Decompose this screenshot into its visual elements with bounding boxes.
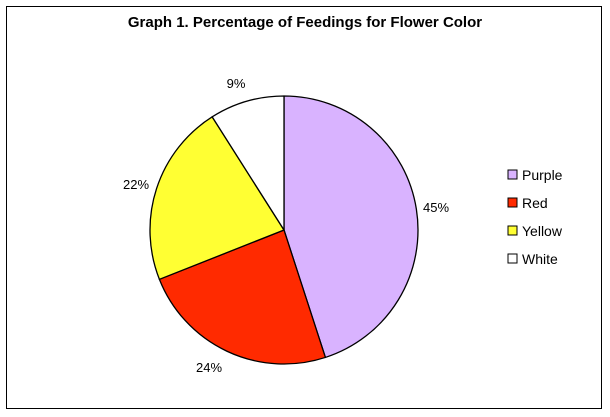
pie-data-labels: 45% 24% 22% 9% (123, 76, 449, 375)
data-label-red: 24% (196, 360, 222, 375)
data-label-white: 9% (227, 76, 246, 91)
legend-swatch-yellow (507, 225, 518, 236)
legend-label-purple: Purple (522, 167, 563, 183)
legend-swatch-white (507, 253, 518, 264)
legend-label-yellow: Yellow (522, 223, 563, 239)
legend: Purple Red Yellow White (507, 167, 563, 267)
legend-swatch-red (507, 197, 518, 208)
pie-slice-yellow (149, 116, 285, 280)
legend-label-red: Red (522, 195, 548, 211)
pie-slice-purple (283, 95, 419, 359)
pie-slice-white (211, 95, 285, 231)
data-label-yellow: 22% (123, 177, 149, 192)
pie-slices (149, 95, 419, 365)
legend-swatch-purple (507, 169, 518, 180)
chart-title: Graph 1. Percentage of Feedings for Flow… (128, 14, 482, 31)
data-label-purple: 45% (423, 200, 449, 215)
legend-label-white: White (522, 251, 558, 267)
